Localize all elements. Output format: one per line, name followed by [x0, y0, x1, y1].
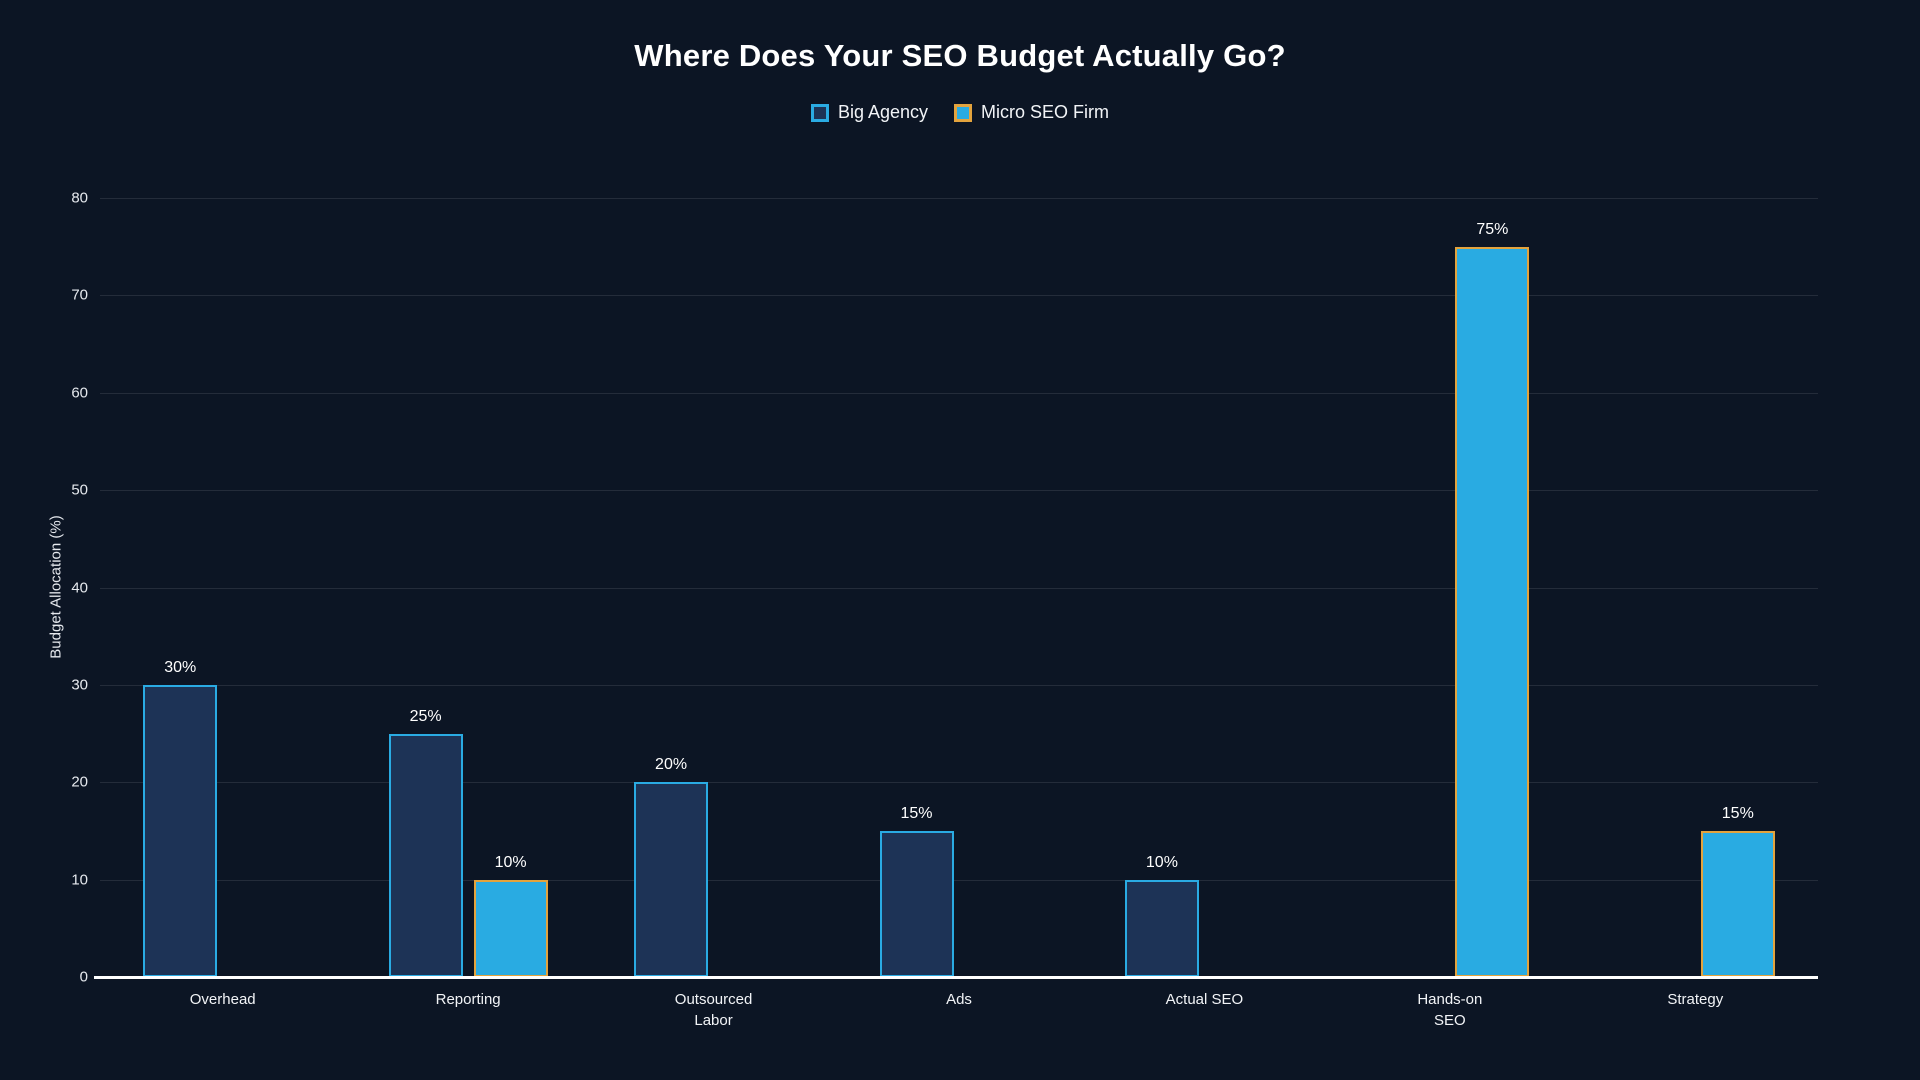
- y-tick-label-10: 10: [71, 871, 88, 889]
- bar-micro-seo-firm-strategy: [1700, 830, 1775, 977]
- bar-big-agency-reporting: [388, 733, 463, 977]
- bar-micro-seo-firm-hands-on-seo: [1455, 246, 1530, 977]
- gridline-20: [100, 782, 1818, 784]
- bar-value-label-reporting: 25%: [409, 707, 442, 725]
- y-tick-label-70: 70: [71, 286, 88, 304]
- chart-title: Where Does Your SEO Budget Actually Go?: [634, 38, 1286, 73]
- bar-value-label-strategy: 15%: [1721, 804, 1754, 822]
- bar-value-label-actual-seo: 10%: [1145, 853, 1178, 871]
- y-tick-label-20: 20: [71, 773, 88, 791]
- y-tick-label-80: 80: [71, 189, 88, 207]
- x-category-label-hands-on-seo: Hands-on SEO: [1417, 991, 1483, 1029]
- y-tick-label-30: 30: [71, 676, 88, 694]
- gridline-40: [100, 587, 1818, 589]
- legend-label: Micro SEO Firm: [981, 102, 1110, 122]
- bar-big-agency-actual-seo: [1124, 879, 1199, 977]
- bar-value-label-hands-on-seo: 75%: [1476, 220, 1509, 238]
- legend-swatch-icon: [954, 103, 973, 122]
- x-category-label-outsourced-labor: Outsourced Labor: [674, 991, 753, 1029]
- x-category-label-ads: Ads: [946, 991, 972, 1008]
- y-tick-label-50: 50: [71, 481, 88, 499]
- gridline-50: [100, 490, 1818, 492]
- x-category-label-reporting: Reporting: [435, 991, 501, 1008]
- bar-big-agency-overhead: [143, 684, 218, 977]
- bar-value-label-ads: 15%: [900, 804, 933, 822]
- bar-value-label-overhead: 30%: [164, 658, 197, 676]
- legend-swatch-icon: [810, 103, 829, 122]
- bar-big-agency-outsourced-labor: [634, 782, 709, 977]
- gridline-10: [100, 879, 1818, 881]
- gridline-80: [100, 198, 1818, 199]
- bar-micro-seo-firm-reporting: [473, 879, 548, 977]
- bar-big-agency-ads: [879, 830, 954, 977]
- bar-value-label-reporting: 10%: [494, 853, 527, 871]
- bar-value-label-outsourced-labor: 20%: [655, 756, 688, 774]
- gridline-70: [100, 295, 1818, 297]
- y-tick-label-40: 40: [71, 579, 88, 596]
- y-tick-label-0: 0: [79, 968, 88, 986]
- legend-item-big-agency: Big Agency: [810, 102, 929, 123]
- legend: Big Agency Micro SEO Firm: [0, 102, 1920, 123]
- x-category-label-strategy: Strategy: [1667, 991, 1724, 1008]
- gridline-30: [100, 684, 1818, 686]
- legend-item-micro-seo-firm: Micro SEO Firm: [954, 102, 1109, 123]
- y-tick-label-60: 60: [71, 384, 88, 402]
- legend-label: Big Agency: [837, 102, 929, 122]
- x-category-label-actual-seo: Actual SEO: [1165, 991, 1244, 1008]
- gridline-60: [100, 392, 1818, 394]
- x-category-label-overhead: Overhead: [189, 991, 256, 1008]
- x-axis-line: [94, 976, 1818, 979]
